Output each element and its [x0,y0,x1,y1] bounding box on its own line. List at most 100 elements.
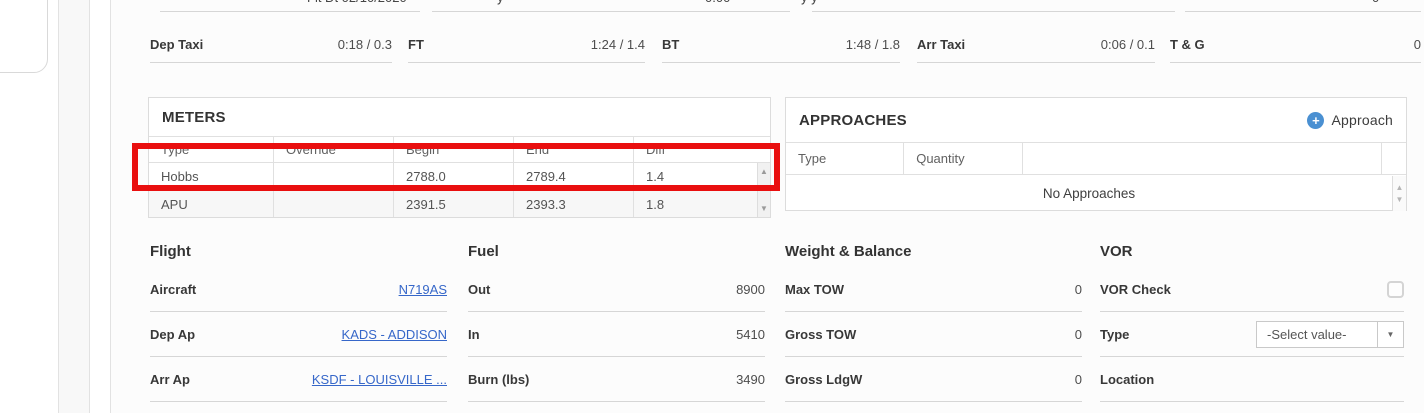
row-value: 0 [1074,326,1082,342]
row-label: VOR Check [1100,281,1171,297]
cell-type: Hobbs [149,163,274,190]
column-header-type: Type [786,143,905,174]
arr-airport-link[interactable]: KSDF - LOUISVILLE ... [311,371,447,387]
field-label: T & G [1170,36,1205,52]
row-label: In [468,326,480,342]
meters-title: METERS [162,108,226,126]
add-approach-label: Approach [1331,112,1393,128]
row-value: 0 [1074,281,1082,297]
add-approach-button[interactable]: + Approach [1307,111,1393,129]
scroll-up-icon[interactable]: ▲ [760,167,768,176]
column-header-quantity: Quantity [904,143,1024,174]
clipped-text: 0 [1372,0,1379,5]
dep-airport-link[interactable]: KADS - ADDISON [341,326,447,342]
no-approaches-message: No Approaches [1042,185,1136,201]
approaches-table-header: Type Quantity [786,142,1406,175]
row-arr-ap: Arr Ap KSDF - LOUISVILLE ... [150,357,447,402]
cell-begin: 2391.5 [394,191,514,217]
flight-section-title: Flight [150,243,191,260]
column-header-begin: Begin [394,137,514,162]
cell-override [274,163,394,190]
scroll-up-icon[interactable]: ▲ [1395,183,1404,192]
divider [1185,11,1421,12]
row-aircraft: Aircraft N719AS [150,267,447,312]
divider [160,11,420,12]
meters-panel-header: METERS [149,98,770,136]
row-label: Gross LdgW [785,371,863,387]
row-label: Max TOW [785,281,844,297]
fuel-section-title: Fuel [468,243,499,260]
cell-end: 2789.4 [514,163,634,190]
row-vor-type: Type -Select value- ▼ [1100,312,1404,357]
row-dep-ap: Dep Ap KADS - ADDISON [150,312,447,357]
field-arr-taxi: Arr Taxi 0:06 / 0.1 [917,26,1155,63]
field-value: 1:48 / 1.8 [845,36,900,52]
row-label: Burn (lbs) [468,371,530,387]
cell-begin: 2788.0 [394,163,514,190]
row-vor-location: Location [1100,357,1404,402]
approaches-panel: APPROACHES + Approach Type Quantity No A… [785,97,1407,211]
left-panel-corner [0,0,48,73]
row-label: Arr Ap [150,371,190,387]
clipped-text: 0.00 [705,0,730,5]
approaches-panel-header: APPROACHES + Approach [786,98,1406,142]
meters-row-apu[interactable]: APU 2391.5 2393.3 1.8 [149,190,770,217]
field-value: 1:24 / 1.4 [590,36,645,52]
row-value: 5410 [736,326,765,342]
aircraft-link[interactable]: N719AS [398,281,447,297]
row-gross-ldgw: Gross LdgW 0 [785,357,1082,402]
vor-section-title: VOR [1100,243,1133,260]
column-header-blank [1023,143,1382,174]
row-fuel-burn: Burn (lbs) 3490 [468,357,765,402]
field-label: FT [408,36,424,52]
clipped-text: Flt Dt 02/10/2020 [307,0,407,5]
row-value: 0 [1074,371,1082,387]
approaches-scrollbar[interactable]: ▲ ▼ [1392,176,1406,211]
vor-type-select[interactable]: -Select value- ▼ [1256,320,1404,348]
meters-table-header: Type Override Begin End Diff [149,136,770,163]
row-fuel-out: Out 8900 [468,267,765,312]
clipped-text: y [497,0,504,5]
row-fuel-in: In 5410 [468,312,765,357]
clipped-top-row: Flt Dt 02/10/2020 y 0.00 y y 0 [111,0,1424,12]
row-value: 3490 [736,371,765,387]
left-gutter-stripe [58,0,90,413]
cell-type: APU [149,191,274,217]
cell-end: 2393.3 [514,191,634,217]
left-divider-line [110,0,111,413]
row-gross-tow: Gross TOW 0 [785,312,1082,357]
field-label: Arr Taxi [917,36,966,52]
select-dropdown-button[interactable]: ▼ [1378,320,1404,348]
column-header-type: Type [149,137,274,162]
scroll-down-icon[interactable]: ▼ [760,204,768,213]
field-ft: FT 1:24 / 1.4 [408,26,645,63]
row-vor-check: VOR Check [1100,267,1404,312]
row-value: 8900 [736,281,765,297]
scroll-header-spacer [1382,143,1406,174]
column-header-end: End [514,137,634,162]
meters-scrollbar[interactable]: ▲ ▼ [757,163,770,217]
meters-panel: METERS Type Override Begin End Diff Hobb… [148,97,771,218]
vor-check-checkbox[interactable] [1387,280,1404,298]
field-t-and-g: T & G 0 [1170,26,1421,63]
cell-override [274,191,394,217]
column-header-override: Override [274,137,394,162]
select-current-value[interactable]: -Select value- [1256,320,1378,348]
row-label: Aircraft [150,281,197,297]
weight-balance-section-title: Weight & Balance [785,243,912,260]
chevron-down-icon: ▼ [1386,329,1395,339]
divider [432,11,790,12]
row-label: Location [1100,371,1155,387]
row-label: Dep Ap [150,326,196,342]
meters-row-hobbs[interactable]: Hobbs 2788.0 2789.4 1.4 [149,163,770,190]
cell-diff: 1.4 [646,169,665,184]
field-label: BT [662,36,680,52]
field-value: 0:06 / 0.1 [1100,36,1155,52]
row-label: Out [468,281,491,297]
row-label: Type [1100,326,1130,342]
row-label: Gross TOW [785,326,857,342]
scroll-down-icon[interactable]: ▼ [1395,195,1404,204]
approaches-title: APPROACHES [799,111,907,129]
divider [812,11,1175,12]
